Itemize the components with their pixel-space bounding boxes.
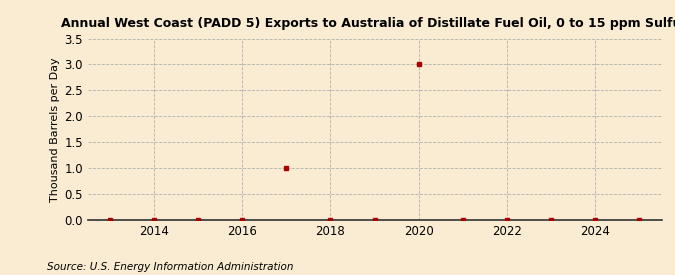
Y-axis label: Thousand Barrels per Day: Thousand Barrels per Day [50,57,60,202]
Text: Source: U.S. Energy Information Administration: Source: U.S. Energy Information Administ… [47,262,294,272]
Title: Annual West Coast (PADD 5) Exports to Australia of Distillate Fuel Oil, 0 to 15 : Annual West Coast (PADD 5) Exports to Au… [61,17,675,31]
